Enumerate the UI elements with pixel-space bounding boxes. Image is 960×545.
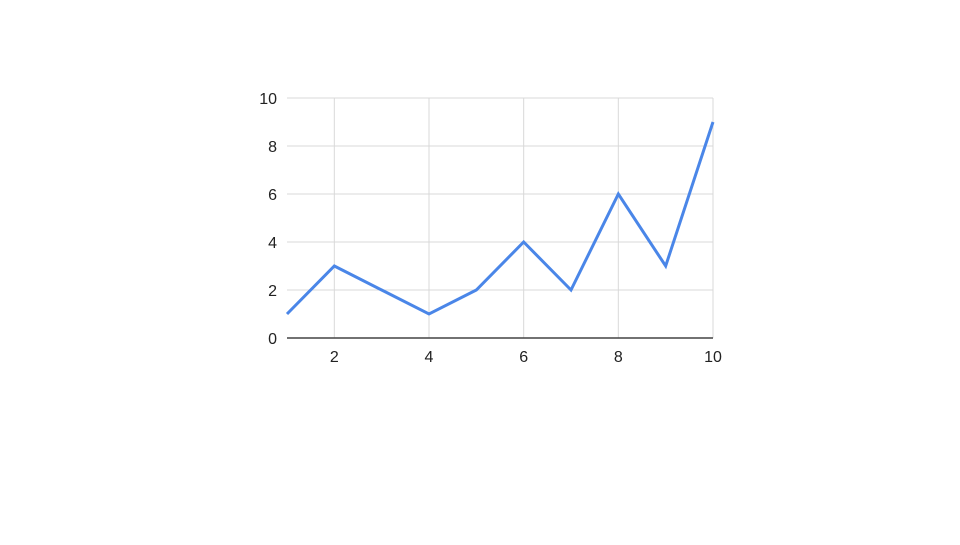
data-point [712,121,715,124]
x-tick-label: 6 [519,349,528,366]
series-line [285,121,715,316]
x-tick-label: 10 [704,349,722,366]
data-point [617,193,620,196]
data-point [428,313,431,316]
y-tick-label: 2 [268,283,277,300]
data-point [380,289,383,292]
data-point [333,265,336,268]
label-layer: 0 2 4 6 8 10 2 4 6 8 10 [259,91,722,366]
x-tick-label: 8 [614,349,623,366]
y-tick-label: 0 [268,331,277,348]
data-point [286,313,289,316]
series-layer [285,121,715,316]
y-tick-label: 6 [268,187,277,204]
x-tick-label: 4 [425,349,434,366]
y-tick-label: 8 [268,139,277,156]
data-point [664,265,667,268]
y-tick-label: 4 [268,235,277,252]
data-point [475,289,478,292]
y-tick-label: 10 [259,91,277,108]
grid-layer [287,97,714,338]
data-point [522,241,525,244]
data-point [570,289,573,292]
x-tick-label: 2 [330,349,339,366]
